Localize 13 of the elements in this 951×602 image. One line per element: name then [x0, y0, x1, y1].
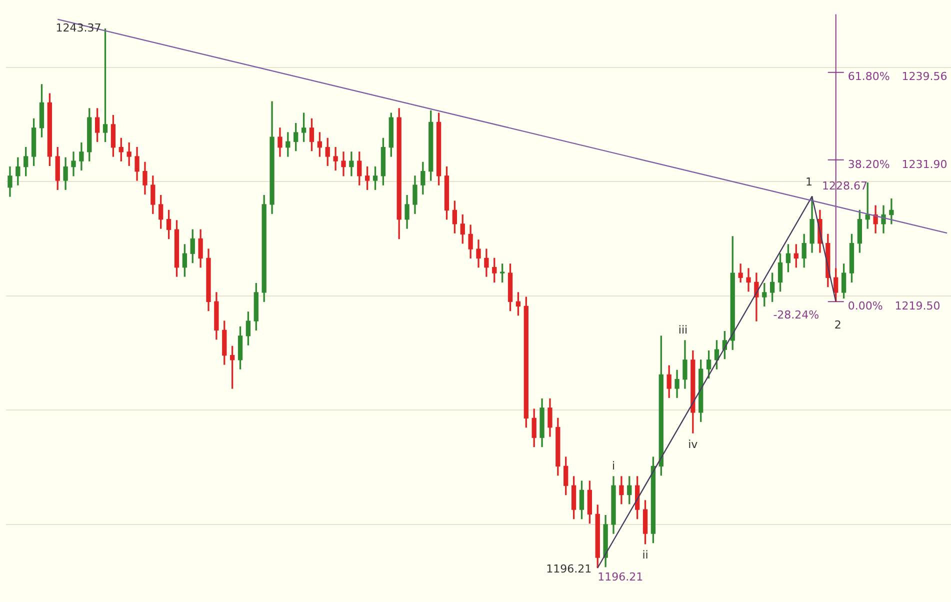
ref-line-label: 61.80% 1239.56 — [848, 70, 948, 84]
annotation: ii — [642, 548, 648, 562]
annotation: 2 — [834, 318, 842, 332]
annotation: 1 — [806, 176, 813, 189]
annotation: -28.24% — [773, 308, 820, 322]
annotation: 1196.21 — [546, 562, 592, 576]
ref-line-label: 0.00% 1219.50 — [848, 299, 940, 312]
annotation: iii — [678, 323, 688, 336]
text: 1196.21 — [598, 570, 644, 584]
annotation: iv — [688, 438, 698, 451]
annotation: i — [612, 459, 616, 472]
ref-line-label: 38.20% 1231.90 — [848, 158, 948, 171]
annotation: 1243.37 — [56, 22, 102, 35]
